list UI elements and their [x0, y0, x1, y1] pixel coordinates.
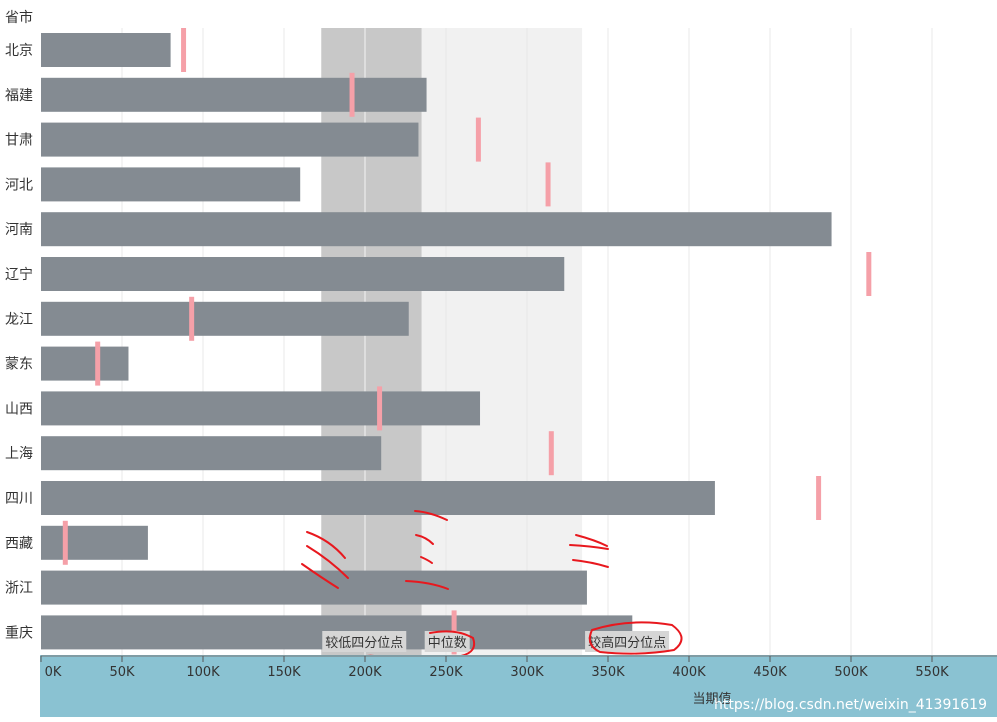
annotation-stroke [306, 545, 349, 579]
category-label: 四川 [5, 491, 33, 507]
x-tick-label: 150K [267, 665, 301, 680]
x-tick-label: 500K [834, 665, 868, 680]
band-label: 较低四分位点 [325, 636, 403, 651]
x-tick-label: 550K [915, 665, 949, 680]
annotation-stroke [306, 531, 346, 559]
bar [41, 301, 409, 336]
x-axis-title: 当期值 [692, 691, 731, 707]
bar [41, 436, 382, 471]
target-marker [377, 386, 383, 431]
category-label: 河南 [5, 222, 33, 238]
target-marker [475, 117, 481, 162]
bar [41, 167, 301, 202]
x-tick-label: 200K [348, 665, 382, 680]
category-label: 浙江 [5, 581, 33, 597]
band-label: 中位数 [428, 636, 467, 651]
annotation-stroke [415, 534, 434, 545]
bar [41, 525, 148, 560]
bar [41, 122, 419, 157]
x-axis-strip [40, 655, 997, 717]
category-label: 蒙东 [5, 357, 33, 373]
bar [41, 570, 587, 605]
dimension-header: 省市 [5, 9, 33, 26]
bar [41, 481, 715, 515]
band-label-background [424, 631, 470, 652]
category-label: 甘肃 [5, 133, 33, 149]
band-median-to-upper [421, 28, 583, 655]
target-marker [545, 162, 551, 207]
target-marker [189, 296, 195, 341]
annotation-stroke [575, 534, 608, 547]
annotation-stroke [301, 563, 339, 589]
x-tick-label: 300K [510, 665, 544, 680]
x-tick-label: 100K [186, 665, 220, 680]
watermark: https://blog.csdn.net/weixin_41391619 [714, 697, 987, 713]
x-tick-label: 450K [753, 665, 787, 680]
x-tick-label: 250K [429, 665, 463, 680]
bar [41, 212, 832, 247]
category-label: 山西 [5, 401, 33, 417]
category-label: 河北 [5, 177, 33, 193]
annotation-stroke [572, 559, 609, 568]
category-label: 辽宁 [5, 266, 33, 283]
bar [41, 391, 481, 426]
annotation-stroke [569, 544, 609, 550]
annotation-stroke [420, 556, 433, 564]
category-label: 上海 [5, 446, 33, 462]
category-label: 重庆 [5, 625, 33, 641]
annotation-stroke [414, 510, 448, 521]
band-label-background [322, 631, 407, 652]
bar [41, 346, 129, 381]
x-tick-label: 50K [109, 665, 135, 680]
x-tick-label: 350K [591, 665, 625, 680]
target-marker [816, 476, 822, 520]
annotation-stroke [588, 621, 683, 655]
category-label: 北京 [5, 43, 33, 59]
bar [41, 33, 171, 67]
bar [41, 77, 427, 112]
target-marker [181, 28, 187, 72]
target-marker [866, 252, 872, 296]
target-marker [548, 431, 554, 476]
annotation-stroke [405, 580, 449, 590]
bar [41, 257, 565, 291]
target-marker [95, 341, 101, 386]
x-tick-label: 400K [672, 665, 706, 680]
target-marker [349, 72, 355, 117]
band-label-background [585, 631, 670, 652]
x-tick-label: 0K [45, 665, 62, 680]
target-marker [62, 520, 68, 565]
band-lower-to-median [321, 28, 422, 655]
band-label: 较高四分位点 [588, 635, 666, 651]
category-label: 西藏 [5, 536, 33, 552]
category-label: 福建 [5, 88, 33, 104]
category-label: 龙江 [5, 312, 33, 328]
